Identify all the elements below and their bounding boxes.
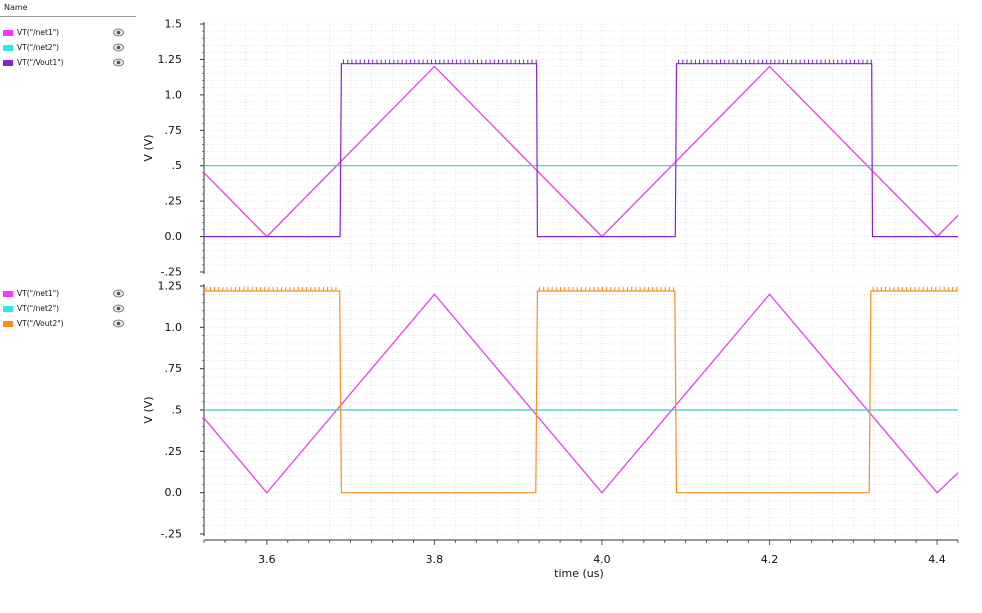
y-axis-label: V (V) <box>142 134 155 161</box>
legend-item[interactable]: VT("/net2") <box>3 41 133 56</box>
legend-swatch <box>3 291 13 297</box>
series-line-2 <box>204 63 958 238</box>
legend-swatch <box>3 306 13 312</box>
legend-item[interactable]: VT("/Vout2") <box>3 317 133 332</box>
x-tick-label: 4.0 <box>593 553 611 566</box>
y-tick-label: .75 <box>165 124 183 137</box>
y-tick-label: 1.25 <box>158 53 183 66</box>
y-tick-label: 1.25 <box>158 280 183 293</box>
legend-item[interactable]: VT("/Vout1") <box>3 56 133 71</box>
series-line-2 <box>204 290 958 494</box>
legend-label: VT("/net1") <box>17 28 60 37</box>
x-tick-label: 4.2 <box>761 553 779 566</box>
y-tick-label: .25 <box>165 195 183 208</box>
eye-icon[interactable] <box>113 289 124 298</box>
x-tick-label: 3.6 <box>258 553 276 566</box>
legend-bottom-panel: VT("/net1") VT("/net2") VT("/Vout2") <box>3 287 133 332</box>
output-ripple <box>205 286 958 291</box>
y-tick-label: .5 <box>172 159 183 172</box>
eye-icon[interactable] <box>113 319 124 328</box>
eye-icon[interactable] <box>113 43 124 52</box>
y-tick-label: -.25 <box>161 528 182 541</box>
legend-swatch <box>3 321 13 327</box>
chart-panel-0: -.25 0.0 .25 .5 .75 1.0 1.25 1.5 V (V) <box>142 18 959 279</box>
legend-label: VT("/Vout1") <box>17 58 64 67</box>
y-tick-label: .5 <box>172 404 183 417</box>
series-line-0 <box>203 293 959 494</box>
y-tick-label: 1.5 <box>165 18 183 31</box>
legend-top-panel: VT("/net1") VT("/net2") VT("/Vout1") <box>3 26 133 71</box>
legend-label: VT("/Vout2") <box>17 319 64 328</box>
chart-panel-1: -.25 0.0 .25 .5 .75 1.0 1.25 V (V) 3.6 3.8 4.0 4.2 4… <box>142 280 959 580</box>
output-ripple <box>343 59 872 64</box>
legend-header: Name <box>0 0 136 17</box>
y-tick-label: 0.0 <box>165 486 183 499</box>
legend-item[interactable]: VT("/net2") <box>3 302 133 317</box>
legend-label: VT("/net1") <box>17 289 60 298</box>
eye-icon[interactable] <box>113 304 124 313</box>
y-tick-label: .75 <box>165 362 183 375</box>
y-tick-label: 0.0 <box>165 230 183 243</box>
grid <box>203 23 959 273</box>
eye-icon[interactable] <box>113 58 124 67</box>
y-tick-label: 1.0 <box>165 88 183 101</box>
y-axis-label: V (V) <box>142 396 155 423</box>
eye-icon[interactable] <box>113 28 124 37</box>
x-tick-label: 3.8 <box>426 553 444 566</box>
y-tick-label: -.25 <box>161 266 182 279</box>
legend-item[interactable]: VT("/net1") <box>3 26 133 41</box>
legend-swatch <box>3 60 13 66</box>
series-line-0 <box>203 65 959 238</box>
legend-header-label: Name <box>4 3 28 12</box>
x-axis-label: time (us) <box>554 567 604 580</box>
legend-swatch <box>3 30 13 36</box>
y-tick-label: 1.0 <box>165 321 183 334</box>
legend-label: VT("/net2") <box>17 43 60 52</box>
y-tick-label: .25 <box>165 445 183 458</box>
legend-swatch <box>3 45 13 51</box>
legend-label: VT("/net2") <box>17 304 60 313</box>
x-tick-label: 4.4 <box>928 553 946 566</box>
legend-item[interactable]: VT("/net1") <box>3 287 133 302</box>
